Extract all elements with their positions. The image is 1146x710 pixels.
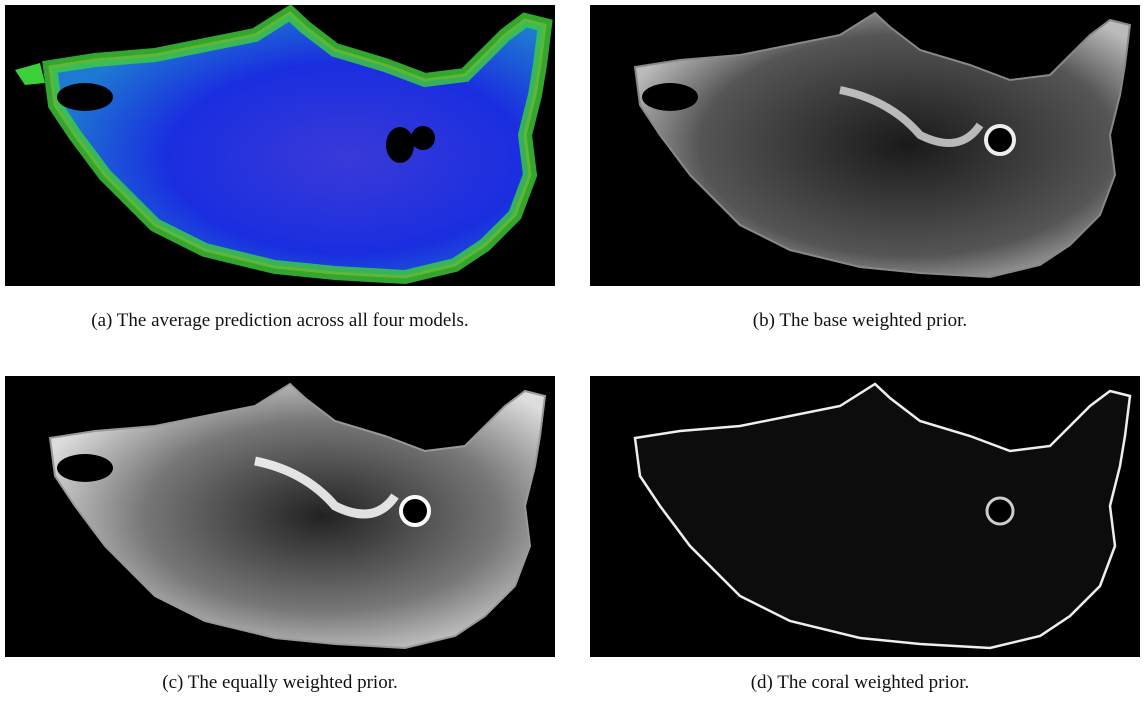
caption: (d) The coral weighted prior. bbox=[580, 672, 1140, 694]
caption: (b) The base weighted prior. bbox=[580, 310, 1140, 332]
caption: (c) The equally weighted prior. bbox=[0, 672, 560, 694]
panel-image bbox=[590, 5, 1140, 286]
panel-image bbox=[5, 5, 555, 286]
figure: (a) The average prediction across all fo… bbox=[0, 0, 1146, 710]
panel-image bbox=[5, 376, 555, 657]
caption: (a) The average prediction across all fo… bbox=[0, 310, 560, 332]
panel-image bbox=[590, 376, 1140, 657]
